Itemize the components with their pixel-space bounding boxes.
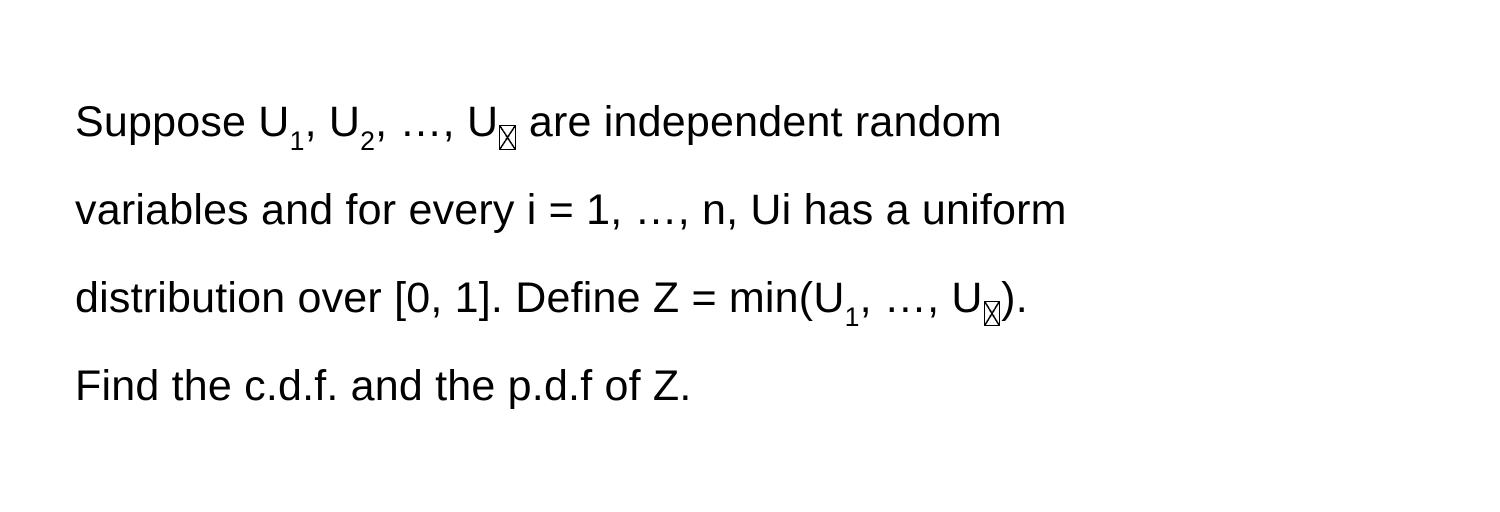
missing-glyph-icon: [984, 301, 1001, 326]
problem-text: Suppose U1, U2, …, U are independent ran…: [0, 0, 1500, 512]
subscript-2: 2: [360, 126, 375, 156]
text-fragment: , U: [305, 98, 361, 146]
text-fragment: are independent random: [517, 98, 1002, 146]
subscript-n-missing: [983, 302, 1002, 332]
line-3: distribution over [0, 1]. Define Z = min…: [75, 254, 1430, 342]
text-fragment: , …, U: [375, 98, 498, 146]
line-4: Find the c.d.f. and the p.d.f of Z.: [75, 342, 1430, 430]
subscript-1: 1: [290, 126, 305, 156]
text-fragment: distribution over [0, 1]. Define Z = min…: [75, 274, 845, 322]
subscript-1: 1: [845, 302, 860, 332]
text-fragment: , …, U: [860, 274, 983, 322]
missing-glyph-icon: [499, 125, 516, 150]
line-1: Suppose U1, U2, …, U are independent ran…: [75, 78, 1430, 166]
text-fragment: ).: [1001, 274, 1028, 322]
subscript-n-missing: [498, 126, 517, 156]
line-2: variables and for every i = 1, …, n, Ui …: [75, 166, 1430, 254]
text-fragment: Suppose U: [75, 98, 290, 146]
